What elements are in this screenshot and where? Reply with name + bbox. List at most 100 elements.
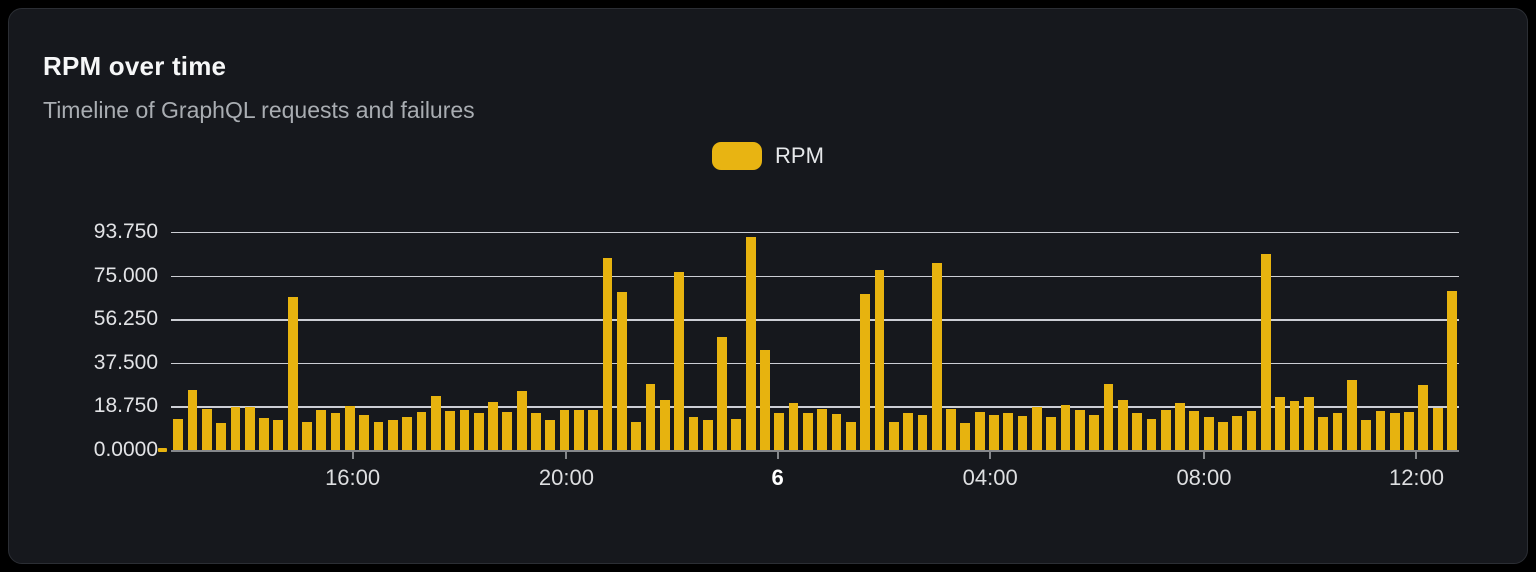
- bar-slot: [801, 232, 815, 450]
- x-axis-tick: [1202, 452, 1205, 459]
- bar[interactable]: [659, 399, 670, 450]
- bar[interactable]: [459, 409, 470, 450]
- bar[interactable]: [430, 396, 441, 450]
- bar[interactable]: [1346, 380, 1357, 450]
- bar[interactable]: [402, 416, 413, 450]
- bar[interactable]: [230, 407, 241, 450]
- bar[interactable]: [345, 405, 355, 450]
- bar[interactable]: [1432, 408, 1443, 450]
- bar[interactable]: [201, 409, 212, 450]
- bar[interactable]: [1074, 409, 1085, 450]
- bar[interactable]: [1160, 410, 1171, 450]
- bar[interactable]: [1318, 417, 1329, 450]
- bar-slot: [1316, 232, 1330, 450]
- bar[interactable]: [631, 422, 642, 450]
- bar[interactable]: [1404, 412, 1414, 450]
- bar[interactable]: [259, 418, 269, 450]
- bar[interactable]: [860, 293, 871, 450]
- bar[interactable]: [917, 415, 928, 450]
- plot-area[interactable]: 93.750 75.000 56.250 37.500 18.750 0.0000 16:0…: [94, 220, 1459, 490]
- bar[interactable]: [559, 410, 570, 450]
- bar[interactable]: [1003, 413, 1014, 450]
- bar[interactable]: [1375, 411, 1386, 450]
- bar[interactable]: [645, 383, 656, 450]
- bar[interactable]: [974, 411, 985, 450]
- bar[interactable]: [1203, 417, 1214, 450]
- bar[interactable]: [1289, 401, 1300, 450]
- bar[interactable]: [187, 389, 198, 450]
- bar[interactable]: [1089, 415, 1100, 450]
- x-axis-tick: [1415, 452, 1418, 459]
- bar[interactable]: [803, 413, 813, 450]
- bar[interactable]: [1447, 291, 1457, 450]
- bar[interactable]: [1060, 405, 1071, 450]
- bar[interactable]: [1418, 384, 1429, 450]
- bar[interactable]: [774, 413, 785, 450]
- bar[interactable]: [745, 236, 756, 450]
- bar[interactable]: [760, 349, 770, 450]
- bar[interactable]: [989, 415, 999, 450]
- bar[interactable]: [373, 422, 384, 450]
- bar[interactable]: [1389, 413, 1400, 450]
- bar[interactable]: [1146, 419, 1157, 450]
- bar[interactable]: [173, 419, 184, 450]
- bar[interactable]: [1275, 396, 1286, 450]
- bar[interactable]: [330, 413, 341, 450]
- bar[interactable]: [574, 410, 584, 450]
- bar[interactable]: [960, 422, 971, 450]
- legend-item-rpm[interactable]: RPM: [712, 141, 824, 170]
- bar[interactable]: [1103, 383, 1114, 450]
- bar[interactable]: [244, 407, 255, 450]
- bar[interactable]: [731, 419, 742, 450]
- bar[interactable]: [1132, 413, 1142, 450]
- bar[interactable]: [946, 409, 956, 450]
- bar[interactable]: [416, 412, 427, 450]
- bar[interactable]: [273, 420, 284, 450]
- bar[interactable]: [316, 410, 327, 450]
- bar[interactable]: [602, 258, 613, 450]
- bar[interactable]: [302, 421, 312, 450]
- bar[interactable]: [1261, 253, 1271, 450]
- bar-slot: [572, 232, 586, 450]
- bar[interactable]: [1189, 411, 1200, 450]
- bar[interactable]: [531, 412, 541, 450]
- bar[interactable]: [1046, 417, 1057, 450]
- bar-slot: [1345, 232, 1359, 450]
- bar[interactable]: [888, 422, 899, 450]
- bar[interactable]: [287, 297, 298, 450]
- bar[interactable]: [488, 402, 498, 450]
- bar[interactable]: [1361, 419, 1371, 450]
- bar[interactable]: [931, 263, 942, 450]
- bar[interactable]: [1175, 403, 1185, 450]
- bar[interactable]: [473, 412, 484, 450]
- bar[interactable]: [674, 272, 684, 450]
- bar[interactable]: [817, 409, 828, 450]
- bar[interactable]: [1218, 422, 1228, 450]
- bar[interactable]: [1303, 396, 1314, 450]
- bar[interactable]: [1246, 411, 1257, 450]
- bar[interactable]: [874, 269, 885, 450]
- bar[interactable]: [516, 390, 527, 450]
- chart-subtitle: Timeline of GraphQL requests and failure…: [43, 97, 475, 123]
- x-axis-line: [171, 450, 1459, 452]
- bar[interactable]: [688, 417, 699, 450]
- bar[interactable]: [903, 413, 913, 450]
- bar[interactable]: [445, 410, 455, 450]
- bar[interactable]: [502, 411, 513, 450]
- bar[interactable]: [1332, 413, 1343, 450]
- bar[interactable]: [702, 419, 713, 450]
- bar[interactable]: [1032, 407, 1042, 450]
- bar[interactable]: [788, 403, 799, 450]
- bar[interactable]: [1117, 400, 1128, 450]
- bar[interactable]: [1232, 416, 1243, 450]
- bar[interactable]: [845, 422, 856, 450]
- bar[interactable]: [831, 414, 842, 450]
- bar[interactable]: [1017, 416, 1028, 450]
- bar[interactable]: [588, 409, 599, 450]
- bar[interactable]: [616, 292, 627, 450]
- bar[interactable]: [717, 336, 727, 450]
- bar[interactable]: [387, 420, 398, 450]
- bar[interactable]: [545, 420, 556, 450]
- bar[interactable]: [359, 415, 370, 450]
- bar[interactable]: [216, 423, 226, 450]
